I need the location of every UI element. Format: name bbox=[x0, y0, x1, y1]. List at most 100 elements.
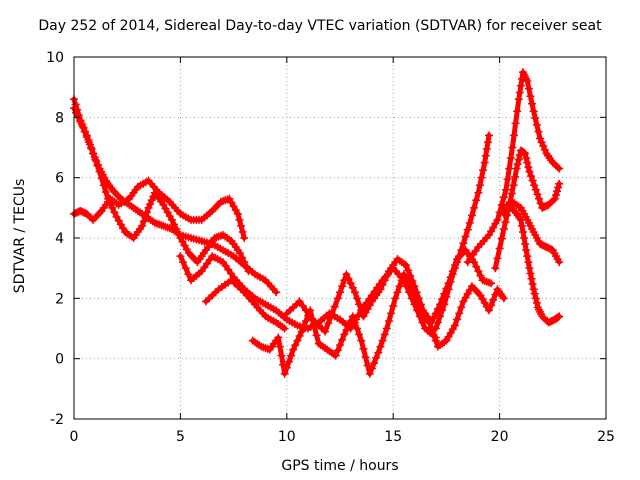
data-point-marker bbox=[520, 148, 529, 157]
data-point-marker bbox=[408, 276, 417, 285]
data-point-marker bbox=[511, 119, 520, 128]
data-point-marker bbox=[484, 306, 493, 315]
data-point-marker bbox=[539, 141, 548, 150]
data-point-marker bbox=[348, 283, 357, 292]
data-point-marker bbox=[406, 271, 415, 280]
data-point-marker bbox=[147, 196, 156, 205]
data-point-marker bbox=[293, 336, 302, 345]
data-point-marker bbox=[359, 344, 368, 353]
data-point-marker bbox=[431, 324, 440, 333]
y-tick-label: 6 bbox=[55, 171, 64, 187]
data-point-marker bbox=[284, 357, 293, 366]
data-point-marker bbox=[301, 306, 310, 315]
x-tick-label: 15 bbox=[384, 429, 402, 445]
data-point-marker bbox=[440, 300, 449, 309]
data-point-marker bbox=[446, 277, 455, 286]
data-point-marker bbox=[519, 227, 528, 236]
data-point-marker bbox=[453, 258, 462, 267]
y-tick-label: 2 bbox=[55, 291, 64, 307]
series-trace-8 bbox=[431, 131, 493, 333]
data-point-marker bbox=[531, 294, 540, 303]
data-point-marker bbox=[395, 282, 404, 291]
data-point-marker bbox=[524, 84, 533, 93]
data-point-marker bbox=[555, 312, 564, 321]
data-point-marker bbox=[448, 270, 457, 279]
data-point-marker bbox=[442, 292, 451, 301]
data-point-marker bbox=[550, 194, 559, 203]
data-point-marker bbox=[139, 217, 148, 226]
data-point-marker bbox=[444, 285, 453, 294]
data-point-marker bbox=[484, 131, 493, 140]
data-point-marker bbox=[376, 342, 385, 351]
data-point-marker bbox=[555, 258, 564, 267]
data-point-marker bbox=[312, 331, 321, 340]
data-point-marker bbox=[526, 269, 535, 278]
data-point-marker bbox=[507, 189, 516, 198]
data-point-marker bbox=[289, 345, 298, 354]
data-point-marker bbox=[509, 181, 518, 190]
data-point-marker bbox=[391, 294, 400, 303]
data-point-marker bbox=[272, 288, 281, 297]
data-point-marker bbox=[474, 188, 483, 197]
data-point-marker bbox=[555, 164, 564, 173]
data-point-marker bbox=[501, 185, 510, 194]
data-point-marker bbox=[416, 300, 425, 309]
series-trace-12 bbox=[499, 197, 564, 267]
data-point-marker bbox=[508, 143, 517, 152]
data-point-marker bbox=[87, 214, 96, 223]
data-point-marker bbox=[327, 310, 336, 319]
data-point-marker bbox=[174, 229, 183, 238]
data-point-marker bbox=[376, 285, 385, 294]
data-point-marker bbox=[487, 301, 496, 310]
data-point-marker bbox=[487, 279, 496, 288]
axis-ticks: 0 5 10 15 20 25 -2 0 2 4 6 8 10 bbox=[46, 50, 615, 445]
data-point-marker bbox=[138, 221, 147, 230]
data-point-marker bbox=[91, 155, 100, 164]
data-point-marker bbox=[453, 315, 462, 324]
data-point-marker bbox=[522, 154, 531, 163]
data-point-marker bbox=[429, 330, 438, 339]
x-tick-label: 20 bbox=[491, 429, 509, 445]
data-point-marker bbox=[530, 181, 539, 190]
x-tick-label: 5 bbox=[176, 429, 185, 445]
data-point-marker bbox=[389, 301, 398, 310]
series-trace-9 bbox=[463, 68, 564, 267]
data-point-marker bbox=[141, 212, 150, 221]
data-point-marker bbox=[95, 167, 104, 176]
data-point-marker bbox=[240, 234, 249, 242]
data-point-marker bbox=[167, 215, 176, 224]
data-point-marker bbox=[144, 203, 153, 212]
data-point-marker bbox=[418, 318, 427, 327]
series-trace-4 bbox=[176, 252, 440, 342]
data-point-marker bbox=[238, 227, 247, 236]
data-point-marker bbox=[455, 309, 464, 318]
data-point-marker bbox=[530, 289, 539, 298]
data-point-marker bbox=[110, 208, 119, 217]
data-point-marker bbox=[521, 240, 530, 249]
data-point-marker bbox=[476, 271, 485, 280]
data-point-marker bbox=[277, 351, 286, 360]
data-point-marker bbox=[463, 225, 472, 234]
data-point-marker bbox=[280, 324, 289, 333]
data-point-marker bbox=[509, 131, 518, 140]
y-tick-label: 10 bbox=[46, 50, 64, 66]
data-point-marker bbox=[551, 191, 560, 200]
data-point-marker bbox=[378, 280, 387, 289]
data-point-marker bbox=[374, 348, 383, 357]
data-point-marker bbox=[433, 318, 442, 327]
data-point-marker bbox=[479, 166, 488, 175]
data-point-marker bbox=[450, 321, 459, 330]
x-tick-label: 25 bbox=[597, 429, 615, 445]
data-point-marker bbox=[524, 163, 533, 172]
data-point-marker bbox=[503, 175, 512, 184]
data-point-marker bbox=[344, 274, 353, 283]
data-point-marker bbox=[553, 163, 562, 172]
data-point-marker bbox=[528, 176, 537, 185]
data-point-marker bbox=[108, 203, 117, 212]
data-point-marker bbox=[531, 185, 540, 194]
data-point-marker bbox=[324, 319, 333, 328]
data-point-marker bbox=[480, 158, 489, 167]
data-point-marker bbox=[78, 122, 87, 131]
data-point-marker bbox=[512, 164, 521, 173]
data-point-marker bbox=[393, 288, 402, 297]
